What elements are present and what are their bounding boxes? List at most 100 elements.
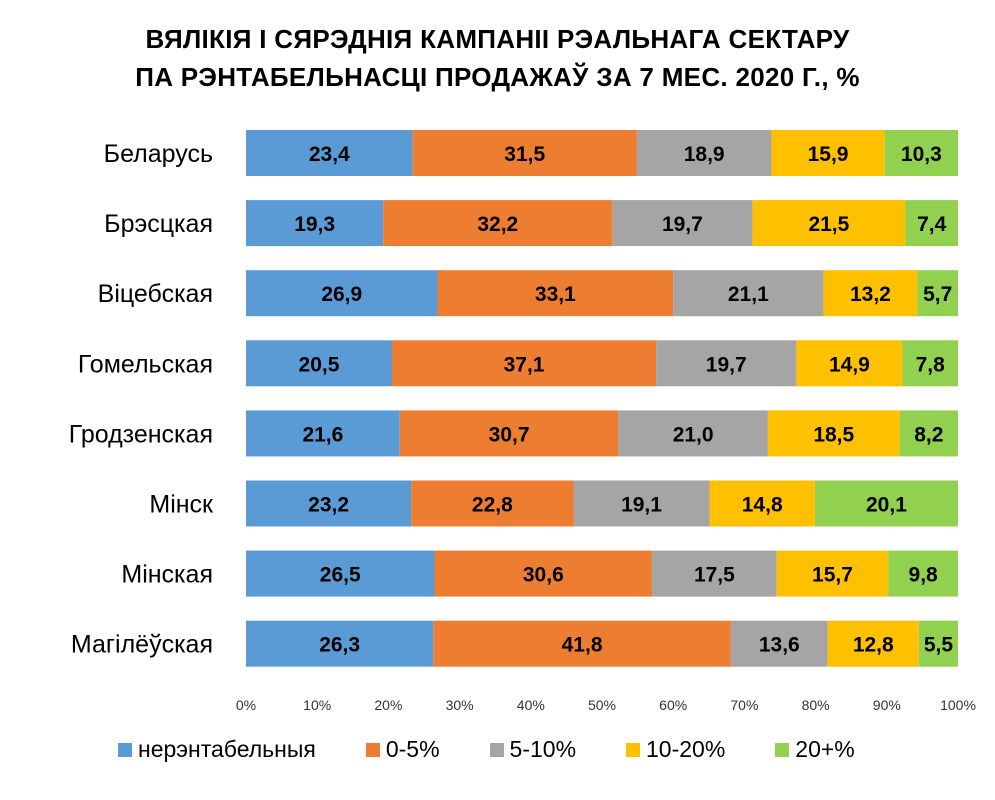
data-label: 17,5	[694, 564, 735, 587]
data-label: 19,7	[662, 213, 703, 236]
bar-segment	[246, 340, 392, 387]
x-tick-label: 40%	[517, 697, 545, 713]
legend-label: 10-20%	[646, 736, 726, 762]
x-tick-label: 100%	[940, 697, 976, 713]
data-label: 32,2	[477, 213, 518, 236]
bar-segment	[246, 410, 400, 457]
data-label: 21,6	[302, 423, 343, 446]
legend-item: 10-20%	[626, 736, 725, 763]
bar-segment	[246, 200, 384, 247]
bar-segment	[391, 340, 657, 387]
bar-segment	[730, 620, 828, 667]
chart-title-line-2: ПА РЭНТАБЕЛЬНАСЦІ ПРОДАЖАЎ ЗА 7 МЕС. 202…	[135, 62, 860, 92]
x-tick-label: 10%	[303, 697, 331, 713]
bar-segment	[612, 200, 753, 247]
bar-segment	[652, 550, 777, 597]
data-label: 7,4	[917, 213, 947, 236]
bar-segment	[618, 410, 768, 457]
bar-segment	[827, 620, 919, 667]
bar-segment	[383, 200, 613, 247]
data-label: 26,9	[321, 283, 362, 306]
bar-segment	[771, 130, 885, 176]
x-tick-label: 70%	[730, 697, 758, 713]
bar-segment	[918, 620, 958, 667]
data-label: 18,9	[684, 143, 725, 166]
data-label: 23,2	[308, 494, 349, 517]
data-label: 7,8	[916, 353, 946, 376]
legend-swatch	[626, 742, 641, 757]
legend-swatch	[775, 742, 790, 757]
bar-segment	[636, 130, 772, 176]
bar-segment	[814, 480, 958, 527]
x-tick-label: 0%	[236, 697, 256, 713]
data-label: 15,9	[808, 143, 849, 166]
legend-swatch	[365, 742, 380, 757]
data-label: 21,1	[728, 283, 769, 306]
bar-segment	[246, 270, 438, 317]
bar-segment	[767, 410, 900, 457]
bar-segment	[823, 270, 918, 317]
data-label: 8,2	[914, 423, 943, 446]
data-label: 19,7	[706, 353, 747, 376]
bar-segment	[411, 480, 574, 527]
bar-segment	[888, 550, 958, 597]
data-label: 22,8	[472, 494, 513, 517]
bar-segment	[796, 340, 903, 387]
bar-segment	[434, 550, 653, 597]
data-label: 26,5	[320, 564, 361, 587]
legend-item: 0-5%	[365, 736, 440, 763]
data-label: 9,8	[909, 564, 939, 587]
data-label: 14,8	[742, 494, 783, 517]
x-tick-label: 50%	[588, 697, 616, 713]
category-label: Мінск	[149, 491, 214, 519]
data-label: 5,7	[923, 283, 952, 306]
data-label: 19,3	[294, 213, 335, 236]
data-label: 30,7	[489, 423, 530, 446]
category-label: Мінская	[121, 561, 213, 589]
data-label: 12,8	[853, 634, 894, 657]
data-label: 41,8	[562, 634, 603, 657]
chart-title-line-1: ВЯЛІКІЯ І СЯРЭДНІЯ КАМПАНІІ РЭАЛЬНАГА СЕ…	[145, 24, 850, 54]
bar-segment	[656, 340, 797, 387]
legend-label: 5-10%	[509, 736, 577, 762]
legend-swatch	[118, 742, 132, 757]
bar-segment	[905, 200, 958, 247]
data-label: 33,1	[535, 283, 576, 306]
legend-item: нерэнтабельныя	[118, 736, 316, 763]
x-tick-label: 80%	[802, 697, 830, 713]
bar-segment	[399, 410, 619, 457]
x-tick-label: 90%	[873, 697, 901, 713]
data-label: 20,1	[866, 494, 907, 517]
bar-segment	[884, 130, 958, 176]
x-tick-label: 60%	[659, 697, 687, 713]
legend-label: 20+%	[795, 736, 855, 762]
data-label: 15,7	[812, 564, 853, 587]
legend-swatch	[489, 742, 504, 757]
bar-segment	[752, 200, 906, 247]
legend-item: 5-10%	[489, 736, 577, 763]
legend: нерэнтабельныя 0-5% 5-10% 10-20% 20+%	[118, 736, 905, 763]
bar-segment	[246, 620, 434, 667]
bar-segment	[246, 130, 413, 176]
legend-item: 20+%	[775, 736, 855, 763]
category-label: Гродзенская	[69, 420, 213, 448]
bar-segment	[412, 130, 637, 176]
category-label: Беларусь	[104, 140, 213, 168]
category-label: Брэсцкая	[104, 210, 213, 238]
data-label: 5,5	[924, 634, 954, 657]
data-label: 26,3	[319, 634, 360, 657]
bar-segment	[246, 550, 435, 597]
bar-segment	[246, 480, 412, 527]
data-label: 21,5	[808, 213, 849, 236]
bar-segment	[573, 480, 710, 527]
data-label: 14,9	[829, 353, 870, 376]
x-tick-label: 20%	[374, 697, 402, 713]
category-label: Віцебская	[98, 280, 213, 308]
bar-segment	[776, 550, 889, 597]
data-label: 13,2	[850, 283, 891, 306]
bar-segment	[433, 620, 731, 667]
data-label: 37,1	[504, 353, 545, 376]
bar-segment	[917, 270, 958, 317]
category-label: Гомельская	[78, 350, 213, 378]
